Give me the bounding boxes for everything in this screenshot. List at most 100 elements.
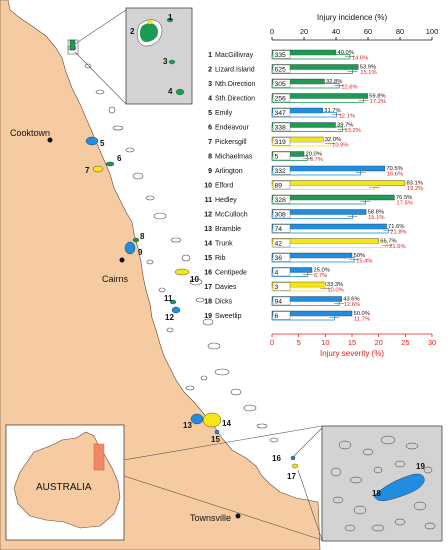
severity-value-label: 21.8%	[390, 230, 406, 236]
reef-label-14: 14	[222, 419, 231, 428]
reef-marker-17	[291, 463, 299, 469]
incidence-value-label: 59.8%	[369, 93, 385, 99]
label-cooktown: Cooktown	[10, 128, 50, 138]
incidence-bar	[271, 107, 323, 114]
site-number: 16	[204, 270, 212, 277]
site-number: 1	[208, 52, 212, 59]
sample-size-box	[272, 50, 291, 59]
site-number: 9	[208, 168, 212, 175]
site-number: 8	[208, 154, 212, 161]
reef-label-11: 11	[164, 294, 173, 303]
sample-size-label: 332	[275, 168, 287, 175]
bottom-axis-tick-label: 15	[348, 338, 356, 347]
reef-sites	[69, 39, 299, 469]
top-axis-tick-label: 60	[364, 27, 372, 36]
inset-label-1: 1	[168, 13, 173, 22]
site-number: 4	[208, 96, 212, 103]
sample-size-box	[272, 209, 291, 219]
sample-size-label: 6	[275, 313, 279, 320]
reef-marker-15	[214, 429, 220, 435]
incidence-value-label: 70.5%	[386, 166, 402, 172]
sample-size-box	[272, 296, 291, 306]
label-cairns: Cairns	[102, 274, 129, 284]
site-name: Lizard.Island	[215, 67, 255, 74]
top-axis-tick-label: 0	[270, 27, 274, 36]
severity-value-label: 17.5%	[396, 201, 412, 207]
site-name: McCulloch	[215, 212, 248, 219]
australia-inset: AUSTRALIA	[5, 424, 125, 541]
severity-value-label: 12.6%	[341, 85, 357, 91]
incidence-value-label: 50.0%	[354, 311, 370, 317]
incidence-value-label: 25.0%	[314, 267, 330, 273]
reef-marker-10	[174, 268, 190, 276]
sample-size-label: 335	[275, 52, 287, 59]
sample-size-label: 305	[275, 81, 287, 88]
severity-value-label: 6.7%	[310, 157, 323, 163]
incidence-bar	[271, 136, 324, 143]
sample-size-label: 625	[275, 66, 287, 73]
incidence-bar	[271, 209, 367, 215]
top-axis-label: Injury incidence (%)	[317, 13, 388, 22]
incidence-value-label: 39.7%	[337, 122, 353, 128]
site-number: 2	[208, 67, 212, 74]
sample-size-label: 308	[275, 211, 287, 218]
severity-value-label: 10.9%	[332, 143, 348, 149]
severity-value-label: 6.7%	[314, 273, 327, 279]
sample-size-box	[272, 93, 291, 103]
site-name: Elford	[215, 183, 233, 190]
bottom-axis-tick-label: 5	[297, 338, 301, 347]
incidence-bar	[271, 180, 406, 186]
sample-size-box	[272, 224, 291, 233]
site-name: Michaelmas	[215, 154, 253, 161]
sample-size-label: 3	[275, 284, 279, 291]
sample-size-label: 36	[275, 255, 283, 262]
site-number: 11	[205, 197, 213, 204]
reef-label-16: 16	[272, 454, 281, 463]
incidence-bar	[271, 64, 359, 70]
site-name: Pickersgill	[215, 139, 247, 146]
incidence-value-label: 32.0%	[325, 137, 341, 143]
severity-value-label: 17.2%	[370, 99, 386, 105]
sample-size-box	[272, 108, 291, 117]
incidence-value-label: 58.8%	[368, 209, 384, 215]
reef-label-9: 9	[138, 248, 143, 257]
site-number: 6	[208, 125, 212, 132]
reef-marker-11	[169, 299, 177, 305]
sample-size-label: 4	[275, 269, 279, 276]
sample-size-box	[272, 151, 291, 161]
severity-value-label: 15.1%	[368, 215, 384, 221]
incidence-bar	[271, 223, 387, 230]
reef-marker-7	[92, 165, 104, 173]
incidence-value-label: 31.7%	[324, 108, 340, 114]
incidence-value-label: 83.1%	[406, 180, 422, 186]
reef-marker-12	[171, 306, 181, 314]
sample-size-label: 5	[275, 153, 279, 160]
incidence-bar	[271, 296, 342, 302]
reef-label-5: 5	[100, 139, 105, 148]
top-axis-tick-label: 100	[426, 27, 439, 36]
top-axis-tick-label: 80	[396, 27, 404, 36]
sample-size-box	[272, 282, 291, 291]
inset-top-locator	[67, 39, 79, 55]
sample-size-box	[272, 166, 291, 175]
incidence-value-label: 40.0%	[338, 50, 354, 56]
severity-value-label: 11.7%	[354, 317, 370, 323]
site-number: 19	[204, 313, 212, 320]
reef-label-15: 15	[211, 435, 220, 444]
reef-label-17: 17	[287, 472, 296, 481]
sample-size-label: 347	[275, 110, 287, 117]
bottom-axis-tick-label: 0	[270, 338, 274, 347]
sample-size-label: 74	[275, 226, 283, 233]
reef-marker-14	[202, 412, 222, 428]
bottom-axis-tick-label: 20	[374, 338, 382, 347]
site-number: 13	[204, 226, 212, 233]
incidence-bar	[271, 267, 313, 273]
sample-size-box	[272, 195, 291, 204]
incidence-bar	[271, 238, 379, 244]
incidence-value-label: 76.5%	[396, 195, 412, 201]
site-name: Arlington	[215, 168, 243, 175]
incidence-value-label: 43.6%	[343, 296, 359, 302]
sample-size-box	[272, 64, 291, 74]
severity-value-label: 12.6%	[344, 302, 360, 308]
incidence-bar	[271, 93, 368, 99]
